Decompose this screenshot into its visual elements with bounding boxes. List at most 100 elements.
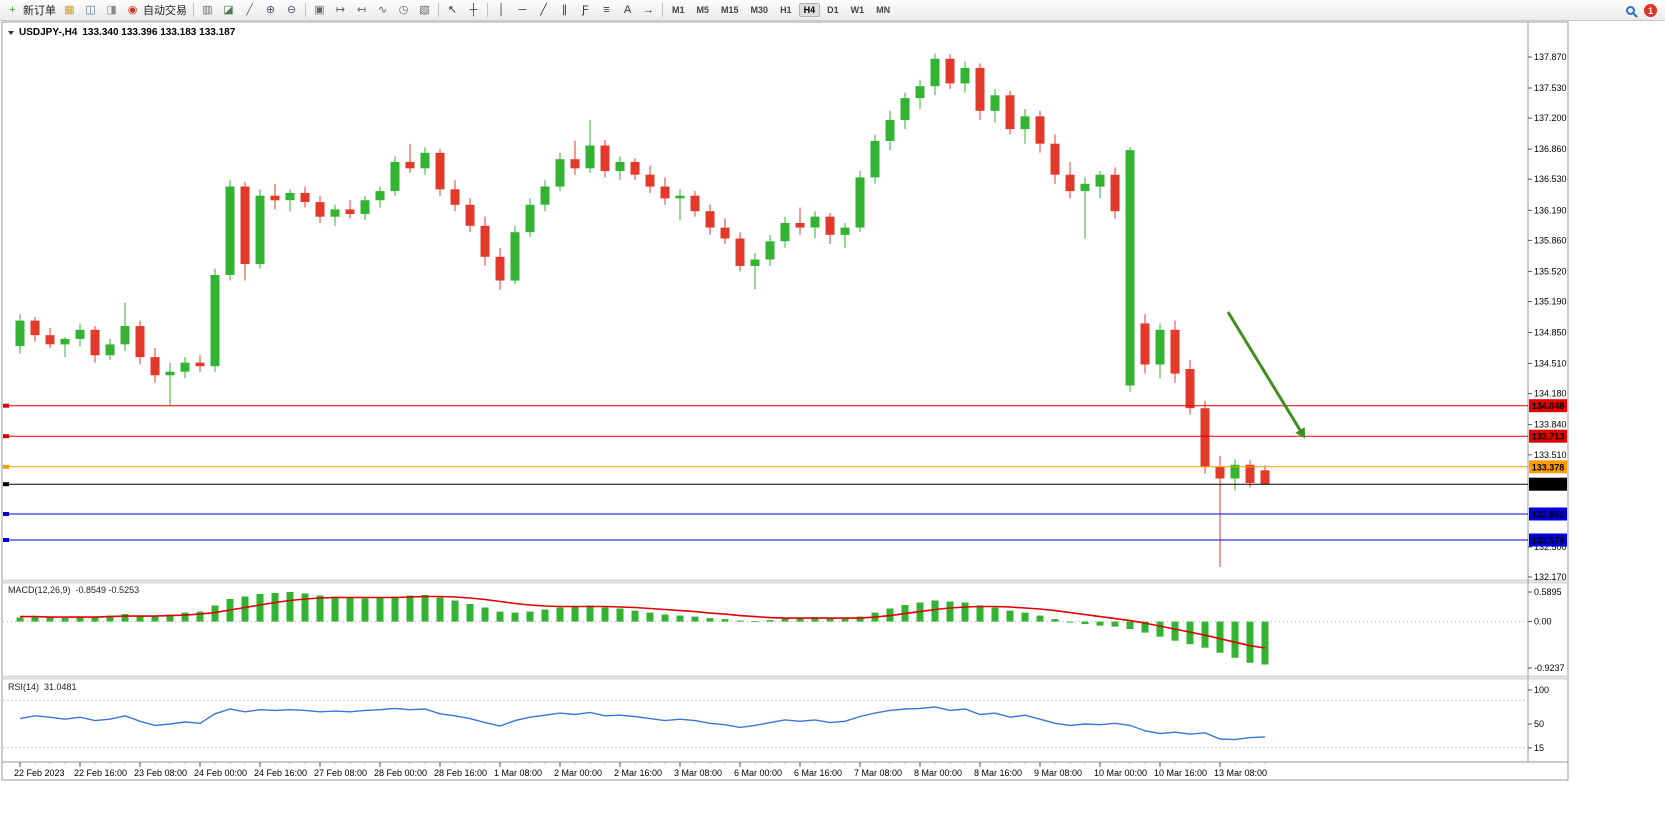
auto-scroll-icon[interactable]: ↦ <box>330 2 351 19</box>
svg-text:132.576: 132.576 <box>1532 536 1565 546</box>
svg-text:132.861: 132.861 <box>1532 510 1565 520</box>
svg-text:3 Mar 08:00: 3 Mar 08:00 <box>674 768 722 778</box>
horizontal-line-icon[interactable]: ─ <box>512 2 533 19</box>
svg-text:100: 100 <box>1534 685 1549 695</box>
timeframe-h4[interactable]: H4 <box>798 3 821 17</box>
svg-text:15: 15 <box>1534 743 1544 753</box>
time-axis: 22 Feb 2023 22 Feb 16:00 23 Feb 08:00 24 Fe… <box>14 762 1267 778</box>
text-icon[interactable]: A <box>617 2 638 19</box>
svg-text:133.840: 133.840 <box>1534 420 1567 430</box>
timeframe-m15[interactable]: M15 <box>721 5 739 15</box>
autotrading-button[interactable]: ◉ 自动交易 <box>122 1 190 19</box>
timeframe-h1[interactable]: H1 <box>780 5 792 15</box>
new-order-button-label: 新订单 <box>23 5 56 17</box>
svg-text:24 Feb 16:00: 24 Feb 16:00 <box>254 768 307 778</box>
candlesticks <box>15 53 1270 567</box>
levels-icon[interactable]: ≡ <box>596 2 617 19</box>
svg-text:0.00: 0.00 <box>1534 617 1552 627</box>
svg-text:6 Mar 16:00: 6 Mar 16:00 <box>794 768 842 778</box>
notification-badge[interactable]: 1 <box>1644 4 1657 17</box>
templates-icon[interactable]: ▧ <box>414 2 435 19</box>
svg-text:10 Mar 00:00: 10 Mar 00:00 <box>1094 768 1147 778</box>
arrows-icon[interactable]: → <box>638 2 659 19</box>
svg-text:132.170: 132.170 <box>1534 572 1567 582</box>
channel-icon[interactable]: ∥ <box>554 2 575 19</box>
svg-text:28 Feb 00:00: 28 Feb 00:00 <box>374 768 427 778</box>
vertical-line-icon[interactable]: │ <box>491 2 512 19</box>
rsi-pane-label: RSI(14) 31.0481 <box>8 682 77 692</box>
chart-shift-icon[interactable]: ↤ <box>351 2 372 19</box>
chevron-down-icon[interactable] <box>8 30 14 35</box>
horizontal-line-132.861[interactable]: 132.861 <box>3 507 1567 521</box>
timeframe-w1[interactable]: W1 <box>850 5 865 15</box>
market-watch-icon[interactable]: ◫ <box>80 2 101 19</box>
svg-text:8 Mar 16:00: 8 Mar 16:00 <box>974 768 1022 778</box>
rsi-value: 31.0481 <box>44 682 77 692</box>
svg-text:133.713: 133.713 <box>1532 432 1565 442</box>
horizontal-line-134.048[interactable]: 134.048 <box>3 399 1567 413</box>
zoom-out-icon: ⊖ <box>286 3 297 16</box>
toolbar-separator <box>662 3 663 17</box>
symbol-period-label: USDJPY-,H4 <box>19 27 78 38</box>
chart-plot-area[interactable] <box>3 23 1527 579</box>
timeframe-d1[interactable]: D1 <box>827 5 839 15</box>
bar-chart-icon: ▥ <box>202 3 213 16</box>
svg-text:27 Feb 08:00: 27 Feb 08:00 <box>314 768 367 778</box>
candlestick-chart-icon: ◪ <box>223 3 234 16</box>
svg-text:137.200: 137.200 <box>1534 113 1567 123</box>
svg-text:23 Feb 08:00: 23 Feb 08:00 <box>134 768 187 778</box>
timeframe-m5[interactable]: M5 <box>696 5 710 15</box>
crosshair-icon[interactable]: ┼ <box>463 2 484 19</box>
profiles-icon[interactable]: ▦ <box>59 2 80 19</box>
horizontal-line-132.576[interactable]: 132.576 <box>3 533 1567 547</box>
arrows-icon: → <box>643 3 654 16</box>
periods-icon[interactable]: ◷ <box>393 2 414 19</box>
tile-windows-icon: ▣ <box>314 3 325 16</box>
line-chart-icon: ╱ <box>246 3 253 16</box>
svg-text:0.5895: 0.5895 <box>1534 587 1562 597</box>
trendline-icon[interactable]: ╱ <box>533 2 554 19</box>
current-price-line[interactable]: 133.187 <box>3 477 1567 491</box>
cursor-icon[interactable]: ↖ <box>442 2 463 19</box>
toolbar-separator <box>438 3 439 17</box>
svg-text:135.860: 135.860 <box>1534 235 1567 245</box>
macd-pane-divider[interactable] <box>1 579 1569 584</box>
new-order-button[interactable]: + 新订单 <box>2 1 59 19</box>
autotrading-button-label: 自动交易 <box>143 5 187 17</box>
timeframe-m1[interactable]: M1 <box>672 5 685 15</box>
svg-text:134.850: 134.850 <box>1534 328 1567 338</box>
tile-windows-icon[interactable]: ▣ <box>309 2 330 19</box>
svg-text:135.520: 135.520 <box>1534 266 1567 276</box>
svg-text:8 Mar 00:00: 8 Mar 00:00 <box>914 768 962 778</box>
indicators-icon[interactable]: ∿ <box>372 2 393 19</box>
horizontal-line-133.378[interactable]: 133.378 <box>3 460 1567 474</box>
fibonacci-icon[interactable]: Ƒ <box>575 2 596 19</box>
timeframe-m30[interactable]: M30 <box>750 5 769 15</box>
svg-text:28 Feb 16:00: 28 Feb 16:00 <box>434 768 487 778</box>
macd-pane-label: MACD(12,26,9) -0.8549 -0.5253 <box>8 585 139 595</box>
timeframe-mn[interactable]: MN <box>876 5 891 15</box>
zoom-out-icon[interactable]: ⊖ <box>281 2 302 19</box>
rsi-pane-divider[interactable] <box>1 675 1569 680</box>
svg-text:133.187: 133.187 <box>1532 480 1565 490</box>
trend-arrow[interactable] <box>1226 311 1306 439</box>
zoom-in-icon[interactable]: ⊕ <box>260 2 281 19</box>
svg-text:9 Mar 08:00: 9 Mar 08:00 <box>1034 768 1082 778</box>
crosshair-icon: ┼ <box>469 3 478 16</box>
periods-icon: ◷ <box>398 3 409 16</box>
line-chart-icon[interactable]: ╱ <box>239 2 260 19</box>
svg-text:13 Mar 08:00: 13 Mar 08:00 <box>1214 768 1267 778</box>
toolbar-right: 1 <box>1626 0 1657 21</box>
svg-text:137.530: 137.530 <box>1534 83 1567 93</box>
search-icon[interactable] <box>1626 6 1635 15</box>
navigator-icon[interactable]: ◨ <box>101 2 122 19</box>
svg-text:2 Mar 00:00: 2 Mar 00:00 <box>554 768 602 778</box>
chart-shift-icon: ↤ <box>356 3 367 16</box>
svg-text:1 Mar 08:00: 1 Mar 08:00 <box>494 768 542 778</box>
horizontal-line-133.713[interactable]: 133.713 <box>3 429 1567 443</box>
bar-chart-icon[interactable]: ▥ <box>197 2 218 19</box>
svg-text:6 Mar 00:00: 6 Mar 00:00 <box>734 768 782 778</box>
candlestick-chart-icon[interactable]: ◪ <box>218 2 239 19</box>
new-order-icon: + <box>9 3 16 16</box>
toolbar-items: + 新订单 ▦ ◫ ◨ ◉ 自动交易 ▥ ◪ ╱ ⊕ ⊖ ▣ ↦ ↤ ∿ ◷ ▧ ↖ ┼ │ ─ ╱ ∥ Ƒ ≡ A → M1 M5 M15… <box>2 1 896 19</box>
